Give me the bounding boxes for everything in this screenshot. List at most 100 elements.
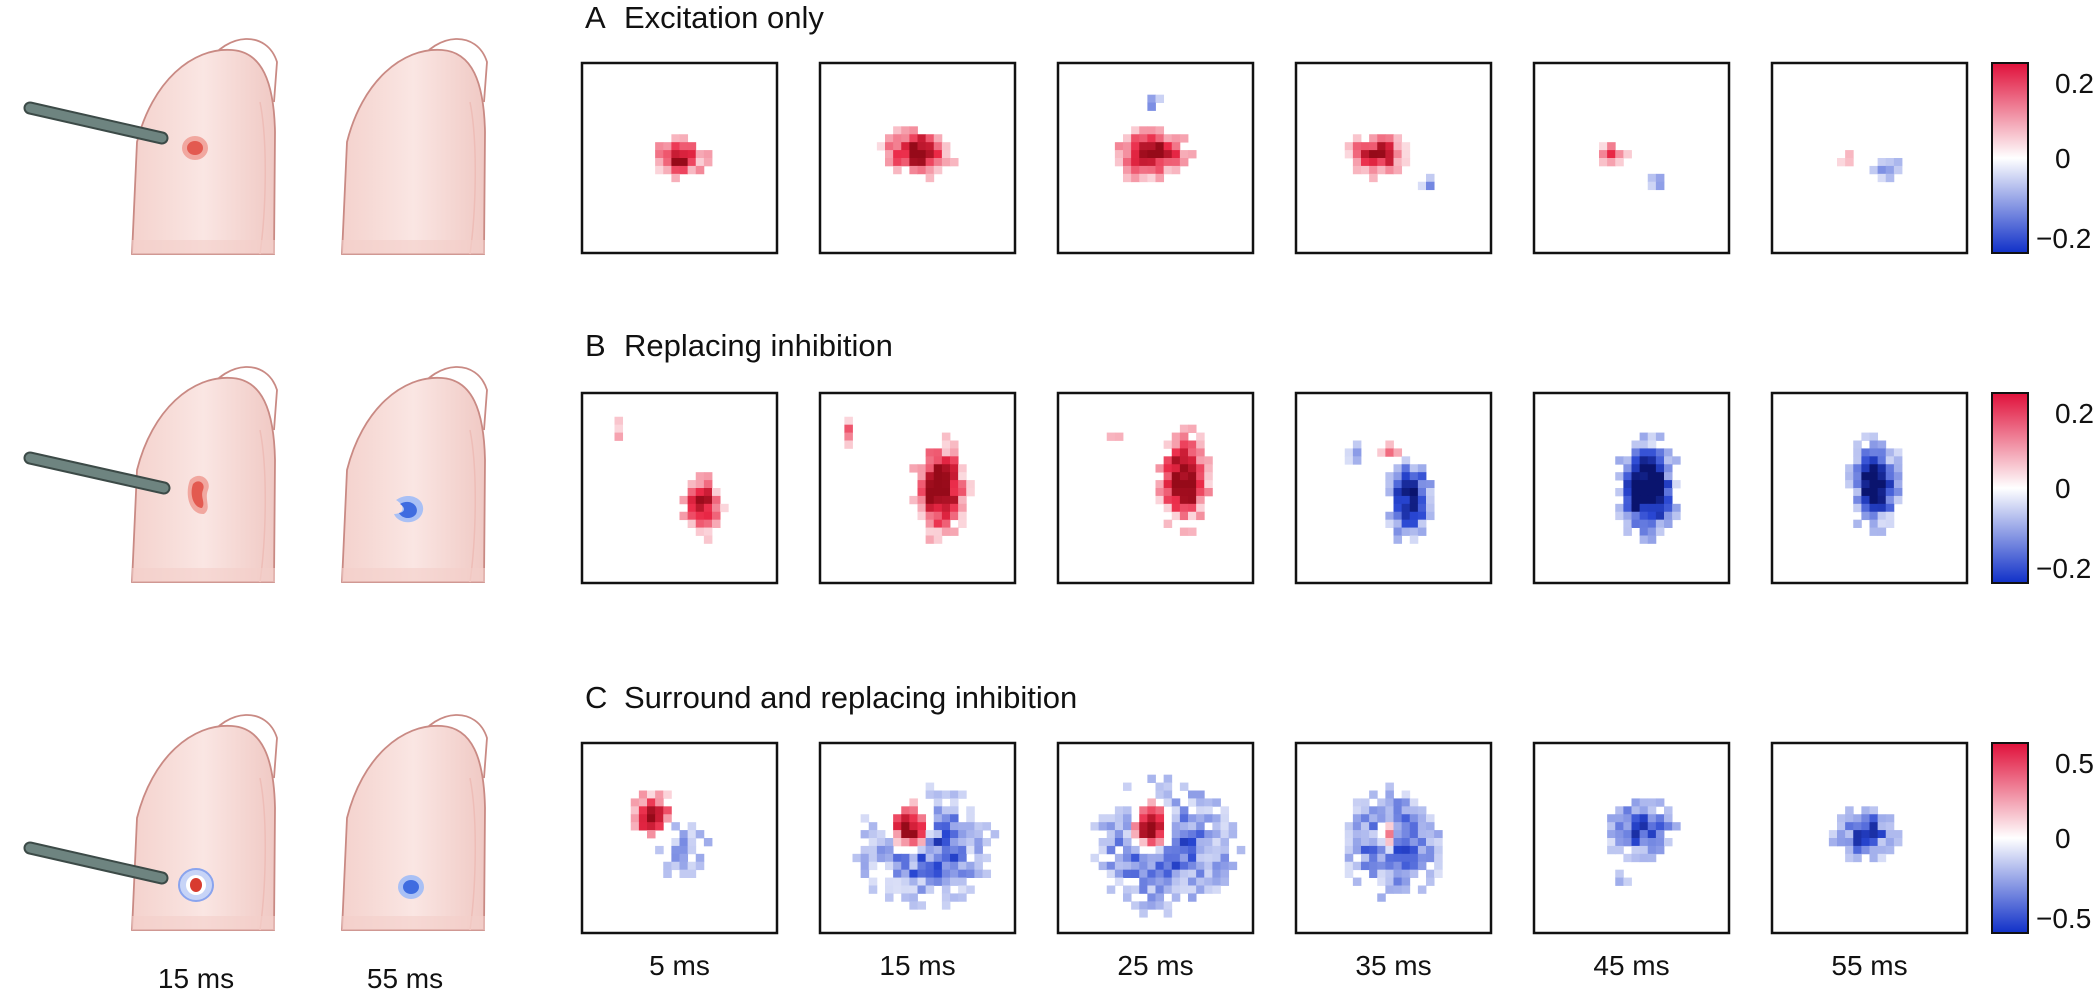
panel-frame — [1770, 741, 1969, 935]
colorbar-c: 0.5 0 −0.5 — [1991, 742, 2094, 934]
fingers-row-c — [23, 714, 488, 931]
colorbar-mid-label: 0 — [2055, 473, 2071, 504]
colorbar-min-label: −0.5 — [2036, 903, 2091, 934]
heatmap-panel-c-1 — [580, 741, 779, 935]
colorbar-mid-label: 0 — [2055, 143, 2071, 174]
heatmap-panel-c-3 — [1056, 741, 1255, 935]
heatmap-cells — [1828, 806, 1903, 863]
row-title: Replacing inhibition — [624, 328, 893, 363]
panel-frame — [1056, 391, 1255, 585]
inhibition-spot — [399, 501, 417, 519]
panel-background — [1772, 63, 1967, 253]
excitation-spot — [191, 481, 204, 508]
panel-frame — [1056, 61, 1255, 255]
colorbar-max-label: 0.2 — [2055, 68, 2094, 99]
heatmap-panel-b-2 — [818, 391, 1017, 585]
colorbar-gradient — [1991, 392, 2029, 584]
row-title: Surround and replacing inhibition — [624, 680, 1077, 715]
colorbar-gradient — [1991, 742, 2029, 934]
finger-time-label: 15 ms — [158, 963, 234, 994]
panel-frame — [1294, 741, 1493, 935]
excitation-spot — [187, 141, 203, 155]
heatmap-cells — [844, 416, 975, 544]
heatmap-cells — [1615, 432, 1681, 544]
time-label: 5 ms — [649, 950, 710, 981]
heatmap-panel-b-6 — [1770, 391, 1969, 585]
inhibition-spot — [403, 880, 419, 894]
heatmap-cells — [1114, 94, 1197, 183]
panel-frame — [818, 741, 1017, 935]
panel-frame — [1294, 61, 1493, 255]
time-axis-labels: 5 ms 15 ms 25 ms 35 ms 45 ms 55 ms — [649, 950, 1907, 981]
colorbar-mid-label: 0 — [2055, 823, 2071, 854]
colorbar-max-label: 0.2 — [2055, 398, 2094, 429]
panel-frame — [818, 391, 1017, 585]
fingertip-illustration — [341, 714, 488, 931]
heatmap-cells — [630, 790, 713, 878]
colorbar-max-label: 0.5 — [2055, 748, 2094, 779]
row-title: Excitation only — [624, 0, 824, 35]
heatmap-panel-a-2 — [818, 61, 1017, 255]
heatmap-panel-b-4 — [1294, 391, 1493, 585]
excitation-spot — [190, 878, 202, 892]
colorbar-b: 0.2 0 −0.2 — [1991, 392, 2094, 584]
row-letter: A — [585, 0, 606, 35]
heatmap-panel-c-4 — [1294, 741, 1493, 935]
heatmap-panel-c-2 — [818, 741, 1017, 935]
heatmap-cells — [1845, 432, 1903, 536]
heatmap-cells — [876, 126, 959, 183]
heatmap-panel-a-1 — [580, 61, 779, 255]
heatmap-panel-a-3 — [1056, 61, 1255, 255]
heatmap-panel-c-6 — [1770, 741, 1969, 935]
finger-time-labels: 15 ms 55 ms — [158, 963, 443, 994]
panel-frame — [1770, 391, 1969, 585]
panel-frame — [1532, 741, 1731, 935]
heatmap-cells — [614, 416, 729, 544]
panel-frame — [580, 391, 779, 585]
probe — [25, 453, 169, 493]
probe — [25, 103, 167, 143]
panel-frame — [1056, 741, 1255, 935]
panel-frame — [1770, 61, 1969, 255]
heatmap-panel-a-5 — [1532, 61, 1731, 255]
fingertip-illustration — [341, 38, 488, 255]
finger-time-label: 55 ms — [367, 963, 443, 994]
time-label: 55 ms — [1831, 950, 1907, 981]
panel-frame — [1294, 391, 1493, 585]
row-c: C Surround and replacing inhibition 0.5 0 −0… — [580, 680, 2094, 935]
row-a: A Excitation only 0.2 0 −0.2 — [580, 0, 2094, 255]
finger-illustrations — [23, 38, 488, 931]
heatmap-panel-b-5 — [1532, 391, 1731, 585]
heatmap-cells — [1837, 150, 1903, 183]
panel-frame — [1532, 391, 1731, 585]
heatmap-panel-a-4 — [1294, 61, 1493, 255]
heatmap-panel-c-5 — [1532, 741, 1731, 935]
heatmap-cells — [1607, 798, 1681, 886]
fingertip-illustration — [131, 366, 278, 583]
time-label: 15 ms — [879, 950, 955, 981]
heatmap-cells — [852, 782, 1000, 910]
time-label: 35 ms — [1355, 950, 1431, 981]
colorbar-a: 0.2 0 −0.2 — [1991, 62, 2094, 254]
heatmap-cells — [1599, 142, 1665, 191]
row-b: B Replacing inhibition 0.2 0 −0.2 — [580, 328, 2094, 585]
heatmap-cells — [655, 134, 713, 183]
fingertip-illustration — [341, 366, 488, 583]
panel-frame — [818, 61, 1017, 255]
time-label: 25 ms — [1117, 950, 1193, 981]
heatmap-cells — [1344, 134, 1435, 191]
panel-background — [582, 393, 777, 583]
colorbar-gradient — [1991, 62, 2029, 254]
row-letter: B — [585, 328, 606, 363]
panel-frame — [1532, 61, 1731, 255]
probe — [25, 843, 167, 883]
time-label: 45 ms — [1593, 950, 1669, 981]
panel-frame — [580, 61, 779, 255]
heatmap-panel-a-6 — [1770, 61, 1969, 255]
heatmap-cells — [1344, 782, 1443, 902]
heatmap-cells — [1344, 440, 1435, 544]
heatmap-cells — [1106, 424, 1213, 536]
heatmap-panel-b-3 — [1056, 391, 1255, 585]
heatmap-panel-b-1 — [580, 391, 779, 585]
